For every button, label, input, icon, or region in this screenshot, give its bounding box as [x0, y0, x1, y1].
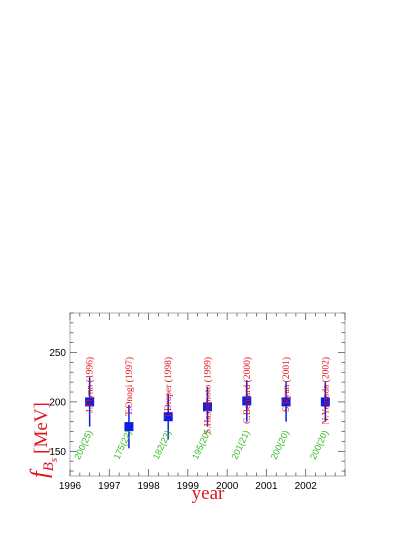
author-label: N.Yamada (2002) — [320, 357, 331, 425]
data-markers — [85, 396, 330, 432]
y-tick-label: 250 — [49, 348, 66, 359]
data-point — [281, 397, 291, 407]
y-tick-label: 200 — [49, 397, 66, 408]
x-tick-label: 2000 — [216, 481, 239, 492]
value-label: 200(20) — [308, 429, 330, 461]
author-label: S.Hashimoto (1999) — [203, 357, 214, 434]
author-label: C.Bernard (2000) — [242, 357, 253, 424]
author-label: J.Flynn (1996) — [85, 357, 96, 413]
axis-ticks: 150 200 250 1996 1997 1998 1999 2000 2001 2002 — [49, 312, 346, 492]
author-labels: J.Flynn (1996) T.Onogi (1997) T.Draper (19… — [85, 357, 332, 434]
data-point — [163, 412, 173, 422]
x-tick-label: 1998 — [137, 481, 160, 492]
x-tick-label: 1996 — [59, 481, 82, 492]
data-point — [242, 396, 252, 406]
author-label: T.Onogi (1997) — [124, 357, 135, 416]
data-point — [124, 422, 134, 432]
x-tick-label: 2002 — [295, 481, 318, 492]
x-tick-label: 1999 — [177, 481, 200, 492]
x-axis-title: year — [192, 483, 225, 504]
value-label: 200(25) — [72, 429, 94, 461]
value-label: 200(20) — [269, 429, 291, 461]
value-labels: 200(25) 175(22) 182(23) 195(20) 201(21) 200(2… — [72, 429, 330, 461]
value-label: 175(22) — [112, 429, 134, 461]
value-label: 182(23) — [151, 429, 173, 461]
x-tick-label: 1997 — [98, 481, 121, 492]
y-tick-label: 150 — [49, 447, 66, 458]
author-label: T.Draper (1998) — [163, 357, 174, 419]
data-point — [85, 397, 95, 407]
data-point — [320, 397, 330, 407]
y-axis-title: fBs[MeV] — [27, 402, 60, 478]
author-label: S.Ryan (2001) — [281, 357, 292, 412]
data-point — [203, 402, 212, 412]
value-label: 201(21) — [229, 429, 251, 461]
value-label: 195(20) — [190, 429, 212, 461]
x-tick-label: 2001 — [255, 481, 278, 492]
